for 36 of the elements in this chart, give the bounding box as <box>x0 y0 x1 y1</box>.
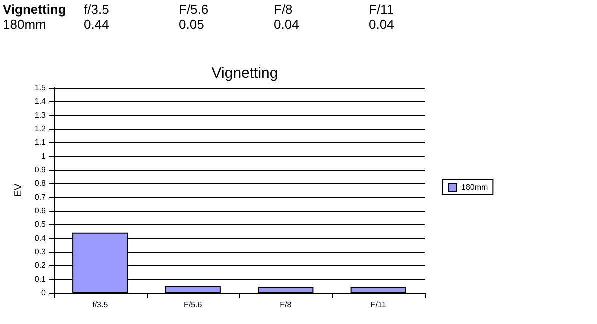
text: 180mm <box>3 17 46 32</box>
category-label: F/8 <box>274 2 293 17</box>
y-tick-label: 1.4 <box>34 97 47 106</box>
y-tick-label: 0.1 <box>34 274 47 284</box>
y-axis-title: EV <box>13 184 24 198</box>
y-tick-label: 0.5 <box>34 220 47 230</box>
y-tick-label: 1 <box>42 152 47 161</box>
y-tick-label: 1.5 <box>34 84 47 92</box>
y-tick-label: 0.4 <box>34 234 47 243</box>
bar <box>258 288 314 293</box>
category-label: F/11 <box>369 2 394 17</box>
chart-title: Vignetting <box>3 2 66 17</box>
y-tick-label: 1.3 <box>34 110 47 120</box>
y-tick-label: 0 <box>42 288 47 298</box>
data-label: 0.05 <box>179 17 204 32</box>
y-tick-label: 0.9 <box>34 166 47 174</box>
bar <box>350 288 406 293</box>
y-tick-label: 1.1 <box>34 138 47 148</box>
x-tick-label: f/3.5 <box>92 300 109 310</box>
bar <box>165 286 221 293</box>
x-tick-label: F/8 <box>280 300 292 310</box>
y-tick-label: 0.6 <box>34 206 47 216</box>
data-label: 0.44 <box>84 17 110 32</box>
category-label: f/3.5 <box>84 2 110 17</box>
y-tick-label: 0.2 <box>34 261 47 270</box>
x-tick-label: F/11 <box>370 300 387 310</box>
y-tick-label: 1.2 <box>34 124 47 134</box>
x-tick-label: F/5.6 <box>184 300 203 310</box>
y-tick-label: 0.8 <box>34 179 47 188</box>
chart-title: Vignetting <box>212 65 278 82</box>
category-label: F/5.6 <box>179 2 209 17</box>
y-tick-label: 0.7 <box>34 192 47 202</box>
data-label: 0.04 <box>274 17 300 32</box>
y-tick-label: 0.3 <box>34 248 47 256</box>
legend-label: 180mm <box>462 183 489 192</box>
data-label: 0.04 <box>369 17 394 32</box>
